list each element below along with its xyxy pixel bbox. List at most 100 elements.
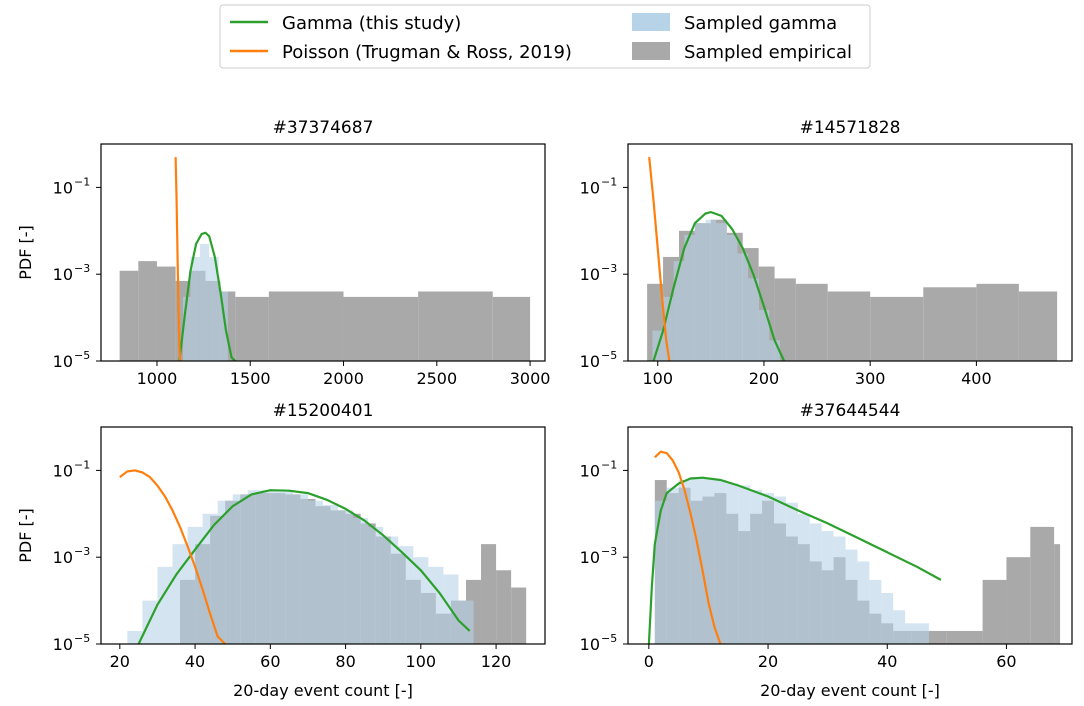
y-tick-exponent: −5 bbox=[74, 349, 90, 362]
x-tick-label: 2500 bbox=[416, 369, 457, 388]
sampled-gamma-bar bbox=[218, 291, 228, 361]
poisson-line bbox=[174, 157, 182, 361]
y-tick-exponent: −3 bbox=[74, 545, 90, 558]
sampled-gamma-bar bbox=[247, 490, 263, 644]
x-tick-label: 120 bbox=[481, 652, 512, 671]
y-tick-label: 10 bbox=[580, 265, 600, 284]
sampled-gamma-bar bbox=[845, 549, 858, 644]
empirical-bar bbox=[268, 291, 344, 361]
legend: Gamma (this study) Poisson (Trugman & Ro… bbox=[219, 4, 871, 69]
empirical-bar bbox=[827, 291, 871, 361]
sampled-gamma-bar bbox=[726, 483, 739, 644]
sampled-gamma-bar bbox=[398, 546, 414, 644]
sampled-gamma-bar bbox=[881, 592, 894, 644]
gamma-line bbox=[137, 489, 471, 644]
sampled-gamma-bar bbox=[769, 340, 780, 361]
panel-title: #37374687 bbox=[273, 118, 374, 138]
panel-title: #14571828 bbox=[800, 118, 901, 138]
x-tick-label: 100 bbox=[642, 369, 673, 388]
plot-area bbox=[647, 450, 1061, 644]
empirical-bar bbox=[870, 296, 924, 361]
sampled-gamma-bar bbox=[738, 485, 751, 644]
empirical-bar bbox=[119, 270, 139, 361]
empirical-bar bbox=[481, 544, 497, 644]
sampled-gamma-bar bbox=[684, 235, 695, 361]
sampled-gamma-bar bbox=[127, 630, 143, 644]
sampled-gamma-bar bbox=[323, 504, 339, 644]
y-tick-label: 10 bbox=[53, 178, 73, 197]
sampled-gamma-bar bbox=[217, 500, 233, 644]
y-tick-exponent: −1 bbox=[74, 175, 90, 188]
empirical-bar bbox=[156, 266, 176, 361]
sampled-gamma-bar bbox=[338, 510, 354, 644]
sampled-gamma-bar bbox=[748, 278, 759, 361]
gamma-line bbox=[652, 210, 786, 361]
empirical-bar bbox=[418, 291, 493, 361]
plot-area bbox=[647, 156, 1058, 361]
poisson-line bbox=[654, 450, 722, 644]
x-tick-label: 20 bbox=[110, 652, 130, 671]
sampled-gamma-bar bbox=[190, 256, 200, 361]
y-tick-label: 10 bbox=[53, 461, 73, 480]
sampled-gamma-bar bbox=[673, 261, 685, 361]
x-tick-label: 60 bbox=[260, 652, 280, 671]
sampled-gamma-bar bbox=[292, 494, 308, 644]
y-tick-label: 10 bbox=[53, 265, 73, 284]
y-tick-label: 10 bbox=[580, 461, 600, 480]
sampled-gamma-bar bbox=[821, 531, 834, 644]
axes-frame bbox=[100, 426, 546, 645]
plot-area bbox=[119, 469, 527, 644]
sampled-gamma-bar bbox=[857, 561, 870, 644]
x-tick-label: 200 bbox=[749, 369, 780, 388]
sampled-gamma-bar bbox=[458, 600, 474, 644]
sampled-gamma-bar bbox=[262, 490, 278, 644]
empirical-bar bbox=[343, 296, 419, 361]
legend-poisson-label: Poisson (Trugman & Ross, 2019) bbox=[282, 42, 572, 63]
y-axis-label: PDF [-] bbox=[16, 508, 35, 563]
sampled-gamma-bar bbox=[172, 544, 188, 644]
legend-sampled-gamma-label: Sampled gamma bbox=[684, 13, 837, 34]
sampled-gamma-bar bbox=[774, 496, 786, 644]
poisson-line bbox=[119, 469, 226, 644]
empirical-bar bbox=[946, 630, 983, 644]
y-tick-label: 10 bbox=[53, 352, 73, 371]
empirical-bar bbox=[976, 283, 1019, 361]
x-tick-label: 400 bbox=[961, 369, 992, 388]
sampled-gamma-bar bbox=[869, 579, 882, 644]
sampled-gamma-bar bbox=[762, 493, 775, 644]
y-tick-label: 10 bbox=[580, 178, 600, 197]
panel-title: #37644544 bbox=[800, 401, 901, 421]
empirical-bar bbox=[982, 579, 1007, 644]
sampled-gamma-bar bbox=[785, 502, 798, 644]
panel-title: #15200401 bbox=[273, 401, 374, 421]
sampled-gamma-bar bbox=[663, 296, 674, 361]
axes-frame bbox=[627, 426, 1073, 645]
y-tick-exponent: −3 bbox=[601, 262, 617, 275]
sampled-gamma-bar bbox=[797, 513, 810, 644]
sampled-gamma-bar bbox=[353, 518, 369, 644]
axes-frame bbox=[627, 143, 1073, 362]
sampled-gamma-bar bbox=[758, 309, 770, 361]
sampled-gamma-bar bbox=[716, 223, 727, 361]
sampled-gamma-bar bbox=[694, 223, 706, 361]
y-tick-label: 10 bbox=[580, 635, 600, 654]
y-tick-label: 10 bbox=[53, 635, 73, 654]
x-tick-label: 40 bbox=[877, 652, 897, 671]
empirical-bar bbox=[235, 296, 269, 361]
sampled-gamma-bar bbox=[750, 490, 763, 644]
empirical-bar bbox=[774, 278, 796, 361]
legend-sampled-gamma-swatch bbox=[632, 13, 670, 31]
empirical-bar bbox=[1054, 544, 1061, 644]
sampled-gamma-bar bbox=[702, 478, 715, 644]
empirical-bar bbox=[1030, 526, 1055, 644]
sampled-gamma-bar bbox=[307, 500, 323, 644]
gamma-line bbox=[178, 231, 237, 361]
y-tick-label: 10 bbox=[580, 548, 600, 567]
empirical-bar bbox=[138, 261, 157, 361]
empirical-bar bbox=[492, 296, 531, 361]
x-tick-label: 80 bbox=[335, 652, 355, 671]
